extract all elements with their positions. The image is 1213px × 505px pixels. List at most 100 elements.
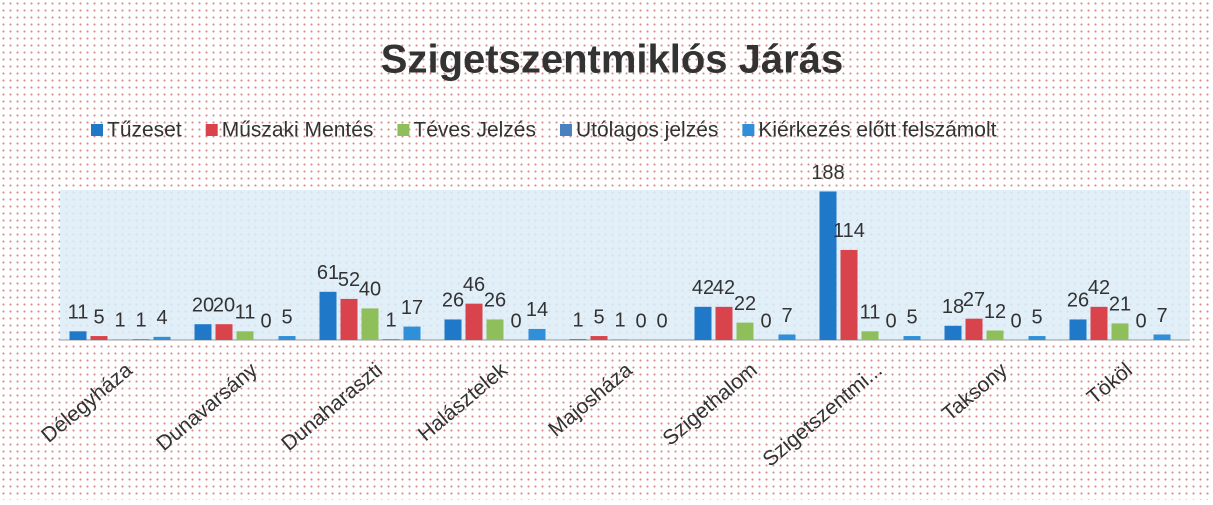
bar xyxy=(111,339,129,340)
data-label: 0 xyxy=(656,310,667,332)
data-label: 26 xyxy=(442,290,464,312)
bar xyxy=(69,331,87,340)
data-label: 20 xyxy=(213,294,235,316)
bar xyxy=(528,328,546,340)
data-label: 7 xyxy=(781,305,792,327)
bar xyxy=(132,339,150,340)
x-tick-label: Szigethalom xyxy=(658,358,761,450)
bar xyxy=(465,303,483,340)
data-label: 1 xyxy=(385,309,396,331)
data-label: 5 xyxy=(281,306,292,328)
bar xyxy=(736,322,754,340)
data-label: 0 xyxy=(1135,310,1146,332)
data-label: 42 xyxy=(1088,277,1110,299)
chart-title: Szigetszentmiklós Járás xyxy=(381,38,843,82)
data-label: 0 xyxy=(635,310,646,332)
data-label: 14 xyxy=(526,299,548,321)
bar xyxy=(382,339,400,340)
legend-label: Utólagos jelzés xyxy=(576,119,718,142)
data-label: 5 xyxy=(906,306,917,328)
bar xyxy=(486,319,504,340)
data-label: 0 xyxy=(260,310,271,332)
bar xyxy=(444,319,462,340)
data-label: 1 xyxy=(114,309,125,331)
bar xyxy=(340,298,358,340)
bar xyxy=(611,339,629,340)
bar xyxy=(403,326,421,340)
legend-swatch xyxy=(742,124,755,136)
data-label: 61 xyxy=(317,262,339,284)
data-label: 52 xyxy=(338,269,360,291)
data-label: 0 xyxy=(510,310,521,332)
data-label: 0 xyxy=(1010,310,1021,332)
data-label: 1 xyxy=(572,309,583,331)
bar xyxy=(715,306,733,340)
legend-swatch xyxy=(397,124,410,136)
bar xyxy=(903,336,921,340)
data-label: 11 xyxy=(235,302,256,324)
data-label: 12 xyxy=(984,301,1006,323)
bar xyxy=(153,336,171,340)
data-label: 1 xyxy=(614,309,625,331)
bar xyxy=(278,336,296,340)
data-label: 20 xyxy=(192,294,214,316)
bar xyxy=(840,249,858,340)
bar xyxy=(944,325,962,340)
bar xyxy=(569,339,587,340)
bar xyxy=(965,318,983,340)
bar xyxy=(319,291,337,340)
data-label: 27 xyxy=(963,289,985,311)
bar xyxy=(361,308,379,340)
data-label: 26 xyxy=(484,290,506,312)
bar xyxy=(590,336,608,340)
legend-swatch xyxy=(91,124,103,136)
x-tick-label: Dunaharaszti xyxy=(277,358,387,455)
legend-label: Téves Jelzés xyxy=(413,119,536,142)
data-label: 7 xyxy=(1156,305,1167,327)
data-label: 5 xyxy=(93,306,104,328)
legend-label: Tűzeset xyxy=(107,119,182,142)
data-label: 42 xyxy=(713,277,735,299)
plot-background xyxy=(60,190,1190,340)
legend-swatch xyxy=(205,124,218,136)
data-label: 188 xyxy=(811,162,844,184)
data-label: 22 xyxy=(734,293,756,315)
bar xyxy=(215,324,233,340)
x-tick-label: Halásztelek xyxy=(414,358,512,446)
data-label: 42 xyxy=(692,277,714,299)
legend-swatch xyxy=(559,124,572,136)
data-label: 40 xyxy=(359,279,381,301)
bar xyxy=(986,330,1004,340)
data-label: 1 xyxy=(135,309,146,331)
bar xyxy=(90,336,108,340)
bar xyxy=(236,331,254,340)
bar xyxy=(1153,334,1171,340)
data-label: 11 xyxy=(860,302,881,324)
data-label: 0 xyxy=(760,310,771,332)
x-tick-label: Majosháza xyxy=(544,358,637,441)
data-label: 21 xyxy=(1109,294,1131,316)
bar xyxy=(1111,323,1129,340)
bar xyxy=(694,306,712,340)
x-tick-label: Délegyháza xyxy=(37,358,137,447)
x-tick-label: Tököl xyxy=(1083,358,1137,409)
bar xyxy=(1028,336,1046,340)
x-tick-label: Taksony xyxy=(938,358,1012,425)
bar xyxy=(778,334,796,340)
data-label: 4 xyxy=(156,307,167,329)
data-label: 114 xyxy=(833,220,865,242)
legend-label: Kiérkezés előtt felszámolt xyxy=(758,119,996,142)
bar xyxy=(1069,319,1087,340)
data-label: 26 xyxy=(1067,290,1089,312)
data-label: 5 xyxy=(1031,306,1042,328)
legend-label: Műszaki Mentés xyxy=(222,119,374,142)
bar xyxy=(861,331,879,340)
data-label: 11 xyxy=(68,302,89,324)
data-label: 18 xyxy=(942,296,964,318)
data-label: 5 xyxy=(593,306,604,328)
bar xyxy=(819,191,837,340)
bar xyxy=(194,324,212,340)
data-label: 0 xyxy=(885,310,896,332)
